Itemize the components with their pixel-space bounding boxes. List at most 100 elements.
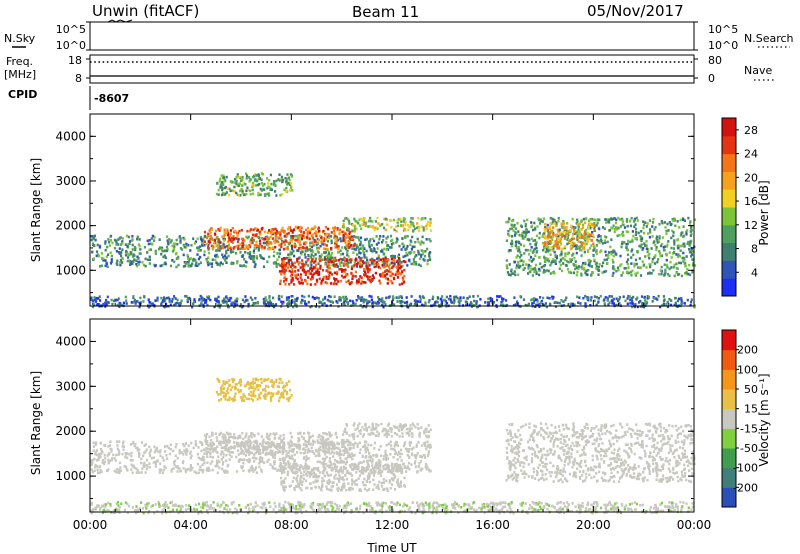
power-cell-7 [355,298,358,302]
power-cell-7 [400,296,404,300]
power-cell-0 [144,264,147,268]
power-cell-3 [284,266,287,269]
power-cell-5 [633,225,636,228]
velocity-cell-0 [176,456,179,460]
power-cell-6 [587,240,590,243]
power-cell-5 [525,230,528,234]
power-cell-3 [342,262,345,265]
power-cell-7 [452,295,456,299]
power-cell-3 [345,258,348,261]
power-cell-7 [516,300,519,303]
power-cell-7 [106,303,109,306]
power-cell-4 [217,188,220,192]
velocity-cell-1 [250,435,253,439]
power-cell-1 [323,239,326,243]
power-cell-6 [559,237,562,241]
power-cell-0 [278,255,281,259]
power-cell-2 [347,219,351,223]
power-cell-0 [175,252,178,255]
velocity-cell-0 [358,441,361,444]
velocity-cell-0 [174,445,177,449]
power-cell-7 [227,299,230,302]
power-cell-5 [620,263,623,266]
power-cell-0 [282,262,285,265]
power-cell-5 [571,241,574,244]
power-cell-5 [675,262,678,266]
power-cell-5 [625,218,629,221]
power-cell-2 [357,221,360,225]
power-cell-0 [359,240,362,244]
power-cell-6 [552,226,555,229]
power-cell-5 [601,242,604,245]
velocity-cell-0 [248,460,251,464]
velocity-cell-0 [97,471,100,474]
power-cell-7 [676,305,679,308]
power-cell-0 [179,237,182,240]
power-cell-5 [542,248,545,252]
power-cell-6 [549,222,552,225]
power-cell-5 [530,237,534,241]
velocity-cell-1 [239,434,242,438]
power-cell-0 [414,261,417,264]
power-cell-3 [303,264,306,267]
velocity-cell-0 [415,445,418,448]
power-cell-0 [293,254,296,258]
power-cell-5 [659,269,662,272]
velocity-cell-1 [216,445,219,448]
power-cell-6 [579,245,582,248]
power-cell-2 [352,224,355,227]
power-cell-0 [355,235,358,239]
power-cell-7 [631,300,634,303]
power-cell-5 [691,250,694,253]
power-cell-5 [603,258,606,262]
power-cell-0 [396,238,399,241]
power-cell-3 [397,262,400,265]
power-cell-3 [398,266,401,270]
power-cell-7 [464,300,467,303]
power-cell-5 [628,271,631,275]
power-cell-7 [236,303,239,306]
power-cell-7 [377,301,381,305]
power-cell-7 [420,303,424,307]
power-cell-5 [595,224,598,227]
velocity-cell-0 [351,457,354,461]
power-cell-0 [351,247,354,250]
power-cell-5 [559,254,562,257]
power-cell-0 [341,252,345,256]
power-cell-5 [685,272,688,276]
power-cell-0 [219,261,222,265]
power-cell-7 [414,301,417,304]
power-cell-3 [334,278,337,282]
power-cell-5 [551,271,554,274]
power-cell-7 [148,305,151,308]
velocity-cell-0 [242,442,245,445]
velocity-cell-1 [349,441,352,444]
power-cell-4 [291,189,294,192]
power-cell-3 [293,283,296,286]
power-cell-0 [397,253,401,257]
power-cell-1 [247,245,250,249]
cpid-label: CPID [8,88,37,101]
power-cell-7 [218,305,221,309]
power-cell-4 [231,180,234,184]
power-cell-4 [267,182,270,185]
velocity-cell-0 [410,463,413,466]
velocity-cell-0 [124,455,127,459]
power-cell-5 [587,268,590,272]
power-cell-5 [681,256,684,260]
power-cell-3 [299,275,302,278]
power-cell-7 [459,299,462,302]
power-cell-5 [586,250,590,253]
power-cell-7 [170,300,173,303]
power-cell-1 [294,225,297,229]
power-cell-5 [617,227,620,230]
power-cell-1 [293,228,296,231]
power-cell-5 [605,221,608,224]
power-cell-0 [352,251,355,254]
velocity-cell-0 [307,449,310,452]
power-cell-6 [586,237,589,241]
velocity-cell-1 [237,453,240,456]
power-cell-0 [210,262,214,265]
power-cell-7 [643,295,646,299]
power-cell-7 [584,294,587,298]
